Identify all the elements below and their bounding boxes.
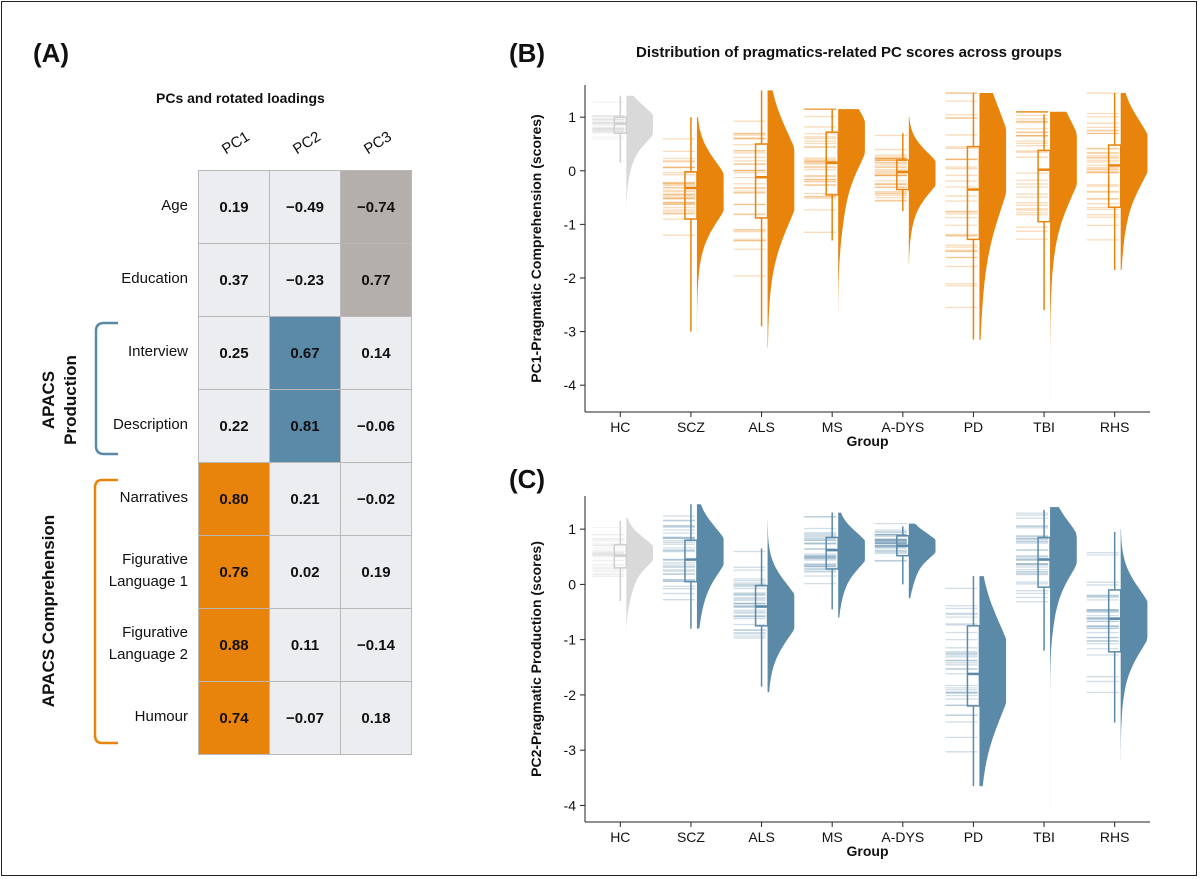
violin-a-dys [908,523,936,599]
x-tick-label: RHS [1100,419,1130,435]
violin-als [767,90,795,348]
violin-scz [696,117,724,332]
loading-cell: −0.74 [340,170,412,244]
violin-pd [979,93,1007,340]
y-tick-label: 1 [568,109,576,125]
loading-cell: 0.81 [269,389,341,463]
loadings-title: PCs and rotated loadings [156,90,325,106]
x-tick-label: PD [964,829,983,845]
x-axis-label: Group [847,433,889,449]
violin-scz [696,504,724,629]
loading-cell: 0.14 [340,316,412,390]
y-tick-label: -2 [564,270,577,286]
row-label: Figurative Language 2 [108,624,188,663]
production-bracket [94,321,118,456]
box-als [754,143,769,219]
box-rhs [1107,589,1122,653]
row-label: Narratives [119,489,188,506]
loading-cell: 0.25 [198,316,270,390]
box-hc [613,116,628,134]
x-tick-label: A-DYS [881,829,924,845]
box-tbi [1037,536,1051,588]
loading-cell: 0.02 [269,535,341,609]
y-tick-label: -3 [564,742,577,758]
y-tick-label: 0 [568,576,576,592]
x-tick-label: TBI [1033,829,1055,845]
x-tick-label: ALS [748,829,774,845]
y-axis-label: PC2-Pragmatic Production (scores) [528,541,544,777]
loading-cell: −0.07 [269,681,341,755]
loading-cell: −0.23 [269,243,341,317]
violin-tbi [1050,507,1077,811]
violin-rhs [1120,529,1148,770]
violin-hc [626,95,653,270]
y-tick-label: -1 [564,632,577,648]
violin-a-dys [908,117,936,265]
loading-cell: 0.80 [198,462,270,536]
violin-als [767,518,795,693]
y-tick-label: 0 [568,163,576,179]
box-pd [966,625,981,707]
loading-cell: 0.88 [198,608,270,682]
violin-ms [838,109,865,356]
violin-ms [838,512,865,618]
x-tick-label: A-DYS [881,419,924,435]
x-tick-label: MS [822,829,843,845]
x-tick-label: MS [822,419,843,435]
loading-cell: 0.21 [269,462,341,536]
y-tick-label: -4 [564,377,577,393]
x-tick-label: SCZ [677,419,705,435]
box-scz [684,171,698,220]
box-tbi [1037,149,1051,223]
x-tick-label: RHS [1100,829,1130,845]
y-tick-label: -3 [564,324,577,340]
row-label: Humour [134,708,188,725]
comprehension-bracket [93,478,118,745]
violin-hc [626,518,653,637]
x-tick-label: TBI [1033,419,1055,435]
panel-label-b: (B) [509,38,546,68]
panel-label-c: (C) [509,464,546,494]
violin-rhs [1120,93,1148,270]
box-ms [825,536,839,570]
box-a-dys [896,159,910,191]
loading-cell: 0.77 [340,243,412,317]
x-tick-label: PD [964,419,983,435]
y-tick-label: -4 [564,797,577,813]
y-tick-label: -1 [564,216,577,232]
box-pd [966,145,981,241]
row-label: Interview [127,343,188,360]
y-tick-label: 1 [568,521,576,537]
x-tick-label: HC [610,829,630,845]
row-label: Education [121,270,188,287]
loading-cell: 0.67 [269,316,341,390]
loading-cell: 0.37 [198,243,270,317]
panel-label-a: (A) [33,38,70,68]
loading-cell: 0.18 [340,681,412,755]
loading-cell: 0.76 [198,535,270,609]
y-axis-label: PC1-Pragmatic Comprehension (scores) [528,114,544,382]
violin-pd [979,576,1007,787]
row-label: Figurative Language 1 [108,551,188,590]
x-axis-label: Group [847,843,889,859]
loading-cell: −0.02 [340,462,412,536]
row-label: Age [161,197,188,214]
y-tick-label: -2 [564,687,577,703]
row-label: Description [112,416,188,433]
x-tick-label: ALS [748,419,774,435]
loading-cell: −0.14 [340,608,412,682]
violin-tbi [1050,111,1077,402]
loading-cell: 0.22 [198,389,270,463]
box-rhs [1107,144,1122,208]
loading-cell: 0.74 [198,681,270,755]
box-scz [684,539,698,583]
x-tick-label: HC [610,419,630,435]
main-title: Distribution of pragmatics-related PC sc… [636,44,1062,61]
x-tick-label: SCZ [677,829,705,845]
